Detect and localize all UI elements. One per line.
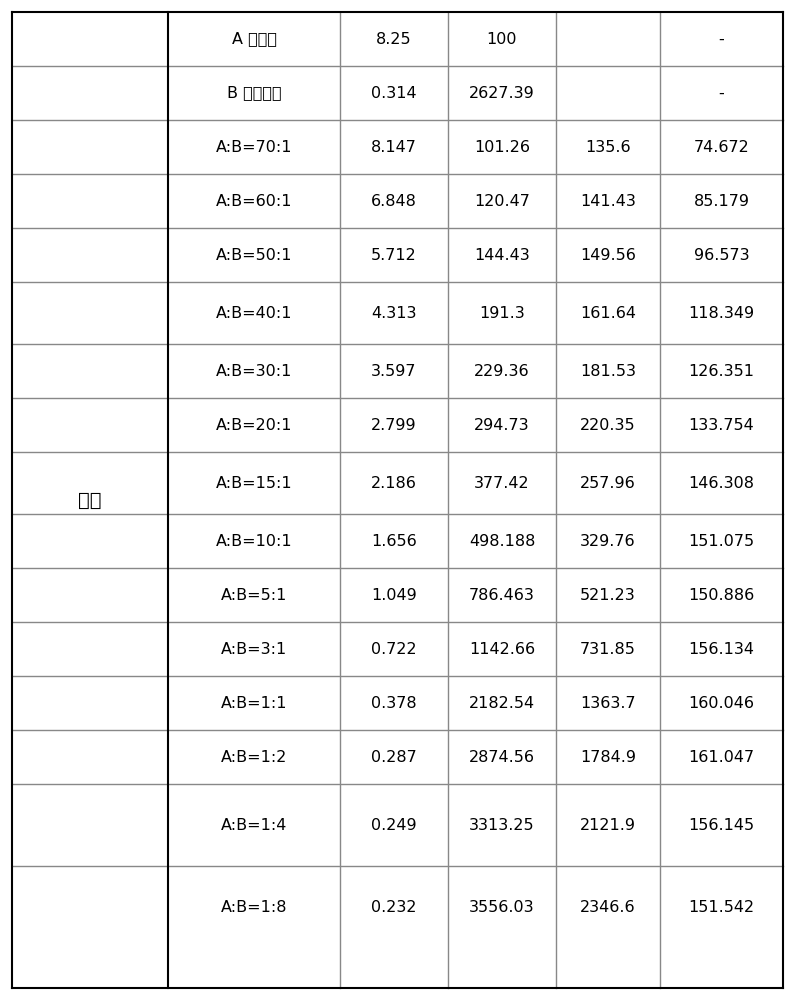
Text: 141.43: 141.43 [580, 194, 636, 209]
Text: 2121.9: 2121.9 [580, 818, 636, 832]
Text: -: - [719, 86, 724, 101]
Text: A:B=20:1: A:B=20:1 [215, 418, 293, 432]
Text: A:B=1:2: A:B=1:2 [221, 750, 287, 764]
Text: 150.886: 150.886 [688, 587, 754, 602]
Text: 稗草: 稗草 [78, 490, 102, 510]
Text: 0.314: 0.314 [371, 86, 417, 101]
Text: 120.47: 120.47 [474, 194, 530, 209]
Text: 377.42: 377.42 [474, 476, 529, 490]
Text: 257.96: 257.96 [580, 476, 636, 490]
Text: 1.656: 1.656 [371, 534, 417, 548]
Text: 161.047: 161.047 [688, 750, 754, 764]
Text: 160.046: 160.046 [688, 696, 754, 710]
Text: A:B=30:1: A:B=30:1 [215, 363, 293, 378]
Text: 126.351: 126.351 [688, 363, 754, 378]
Text: 74.672: 74.672 [693, 139, 750, 154]
Text: 156.134: 156.134 [688, 642, 754, 656]
Text: 1142.66: 1142.66 [469, 642, 535, 656]
Text: 156.145: 156.145 [688, 818, 754, 832]
Text: A:B=60:1: A:B=60:1 [215, 194, 293, 209]
Text: 3313.25: 3313.25 [469, 818, 535, 832]
Text: 161.64: 161.64 [580, 306, 636, 320]
Text: 2346.6: 2346.6 [580, 900, 636, 914]
Text: A:B=10:1: A:B=10:1 [215, 534, 293, 548]
Text: 1784.9: 1784.9 [580, 750, 636, 764]
Text: 229.36: 229.36 [474, 363, 529, 378]
Text: 101.26: 101.26 [474, 139, 530, 154]
Text: A:B=15:1: A:B=15:1 [215, 476, 293, 490]
Text: 4.313: 4.313 [371, 306, 417, 320]
Text: B 苯唠草酷: B 苯唠草酷 [227, 86, 281, 101]
Text: 2627.39: 2627.39 [469, 86, 535, 101]
Text: 2874.56: 2874.56 [469, 750, 535, 764]
Text: 191.3: 191.3 [479, 306, 525, 320]
Text: 151.542: 151.542 [688, 900, 754, 914]
Text: 5.712: 5.712 [371, 247, 417, 262]
Text: A:B=1:1: A:B=1:1 [221, 696, 287, 710]
Text: A 西玛津: A 西玛津 [231, 31, 277, 46]
Text: 2.799: 2.799 [371, 418, 417, 432]
Text: 3.597: 3.597 [371, 363, 417, 378]
Text: A:B=40:1: A:B=40:1 [215, 306, 293, 320]
Text: 0.232: 0.232 [371, 900, 417, 914]
Text: 1.049: 1.049 [371, 587, 417, 602]
Text: 0.378: 0.378 [371, 696, 417, 710]
Text: 2.186: 2.186 [371, 476, 417, 490]
Text: 100: 100 [487, 31, 518, 46]
Text: 2182.54: 2182.54 [469, 696, 535, 710]
Text: 498.188: 498.188 [469, 534, 535, 548]
Text: A:B=5:1: A:B=5:1 [221, 587, 287, 602]
Text: 3556.03: 3556.03 [469, 900, 535, 914]
Text: A:B=3:1: A:B=3:1 [221, 642, 287, 656]
Text: 118.349: 118.349 [688, 306, 754, 320]
Text: 96.573: 96.573 [694, 247, 750, 262]
Text: 135.6: 135.6 [585, 139, 630, 154]
Text: 144.43: 144.43 [474, 247, 530, 262]
Text: A:B=1:4: A:B=1:4 [221, 818, 287, 832]
Text: 0.249: 0.249 [371, 818, 417, 832]
Text: 6.848: 6.848 [371, 194, 417, 209]
Text: A:B=1:8: A:B=1:8 [221, 900, 287, 914]
Text: 151.075: 151.075 [688, 534, 754, 548]
Text: -: - [719, 31, 724, 46]
Text: 149.56: 149.56 [580, 247, 636, 262]
Text: A:B=70:1: A:B=70:1 [215, 139, 293, 154]
Text: 8.147: 8.147 [371, 139, 417, 154]
Text: 1363.7: 1363.7 [580, 696, 636, 710]
Text: 8.25: 8.25 [376, 31, 412, 46]
Text: 0.722: 0.722 [371, 642, 417, 656]
Text: 85.179: 85.179 [693, 194, 750, 209]
Text: 181.53: 181.53 [580, 363, 636, 378]
Text: 0.287: 0.287 [371, 750, 417, 764]
Text: 220.35: 220.35 [580, 418, 636, 432]
Text: 329.76: 329.76 [580, 534, 636, 548]
Text: 521.23: 521.23 [580, 587, 636, 602]
Text: 146.308: 146.308 [688, 476, 754, 490]
Text: A:B=50:1: A:B=50:1 [215, 247, 293, 262]
Text: 294.73: 294.73 [474, 418, 529, 432]
Text: 786.463: 786.463 [469, 587, 535, 602]
Text: 133.754: 133.754 [688, 418, 754, 432]
Text: 731.85: 731.85 [580, 642, 636, 656]
